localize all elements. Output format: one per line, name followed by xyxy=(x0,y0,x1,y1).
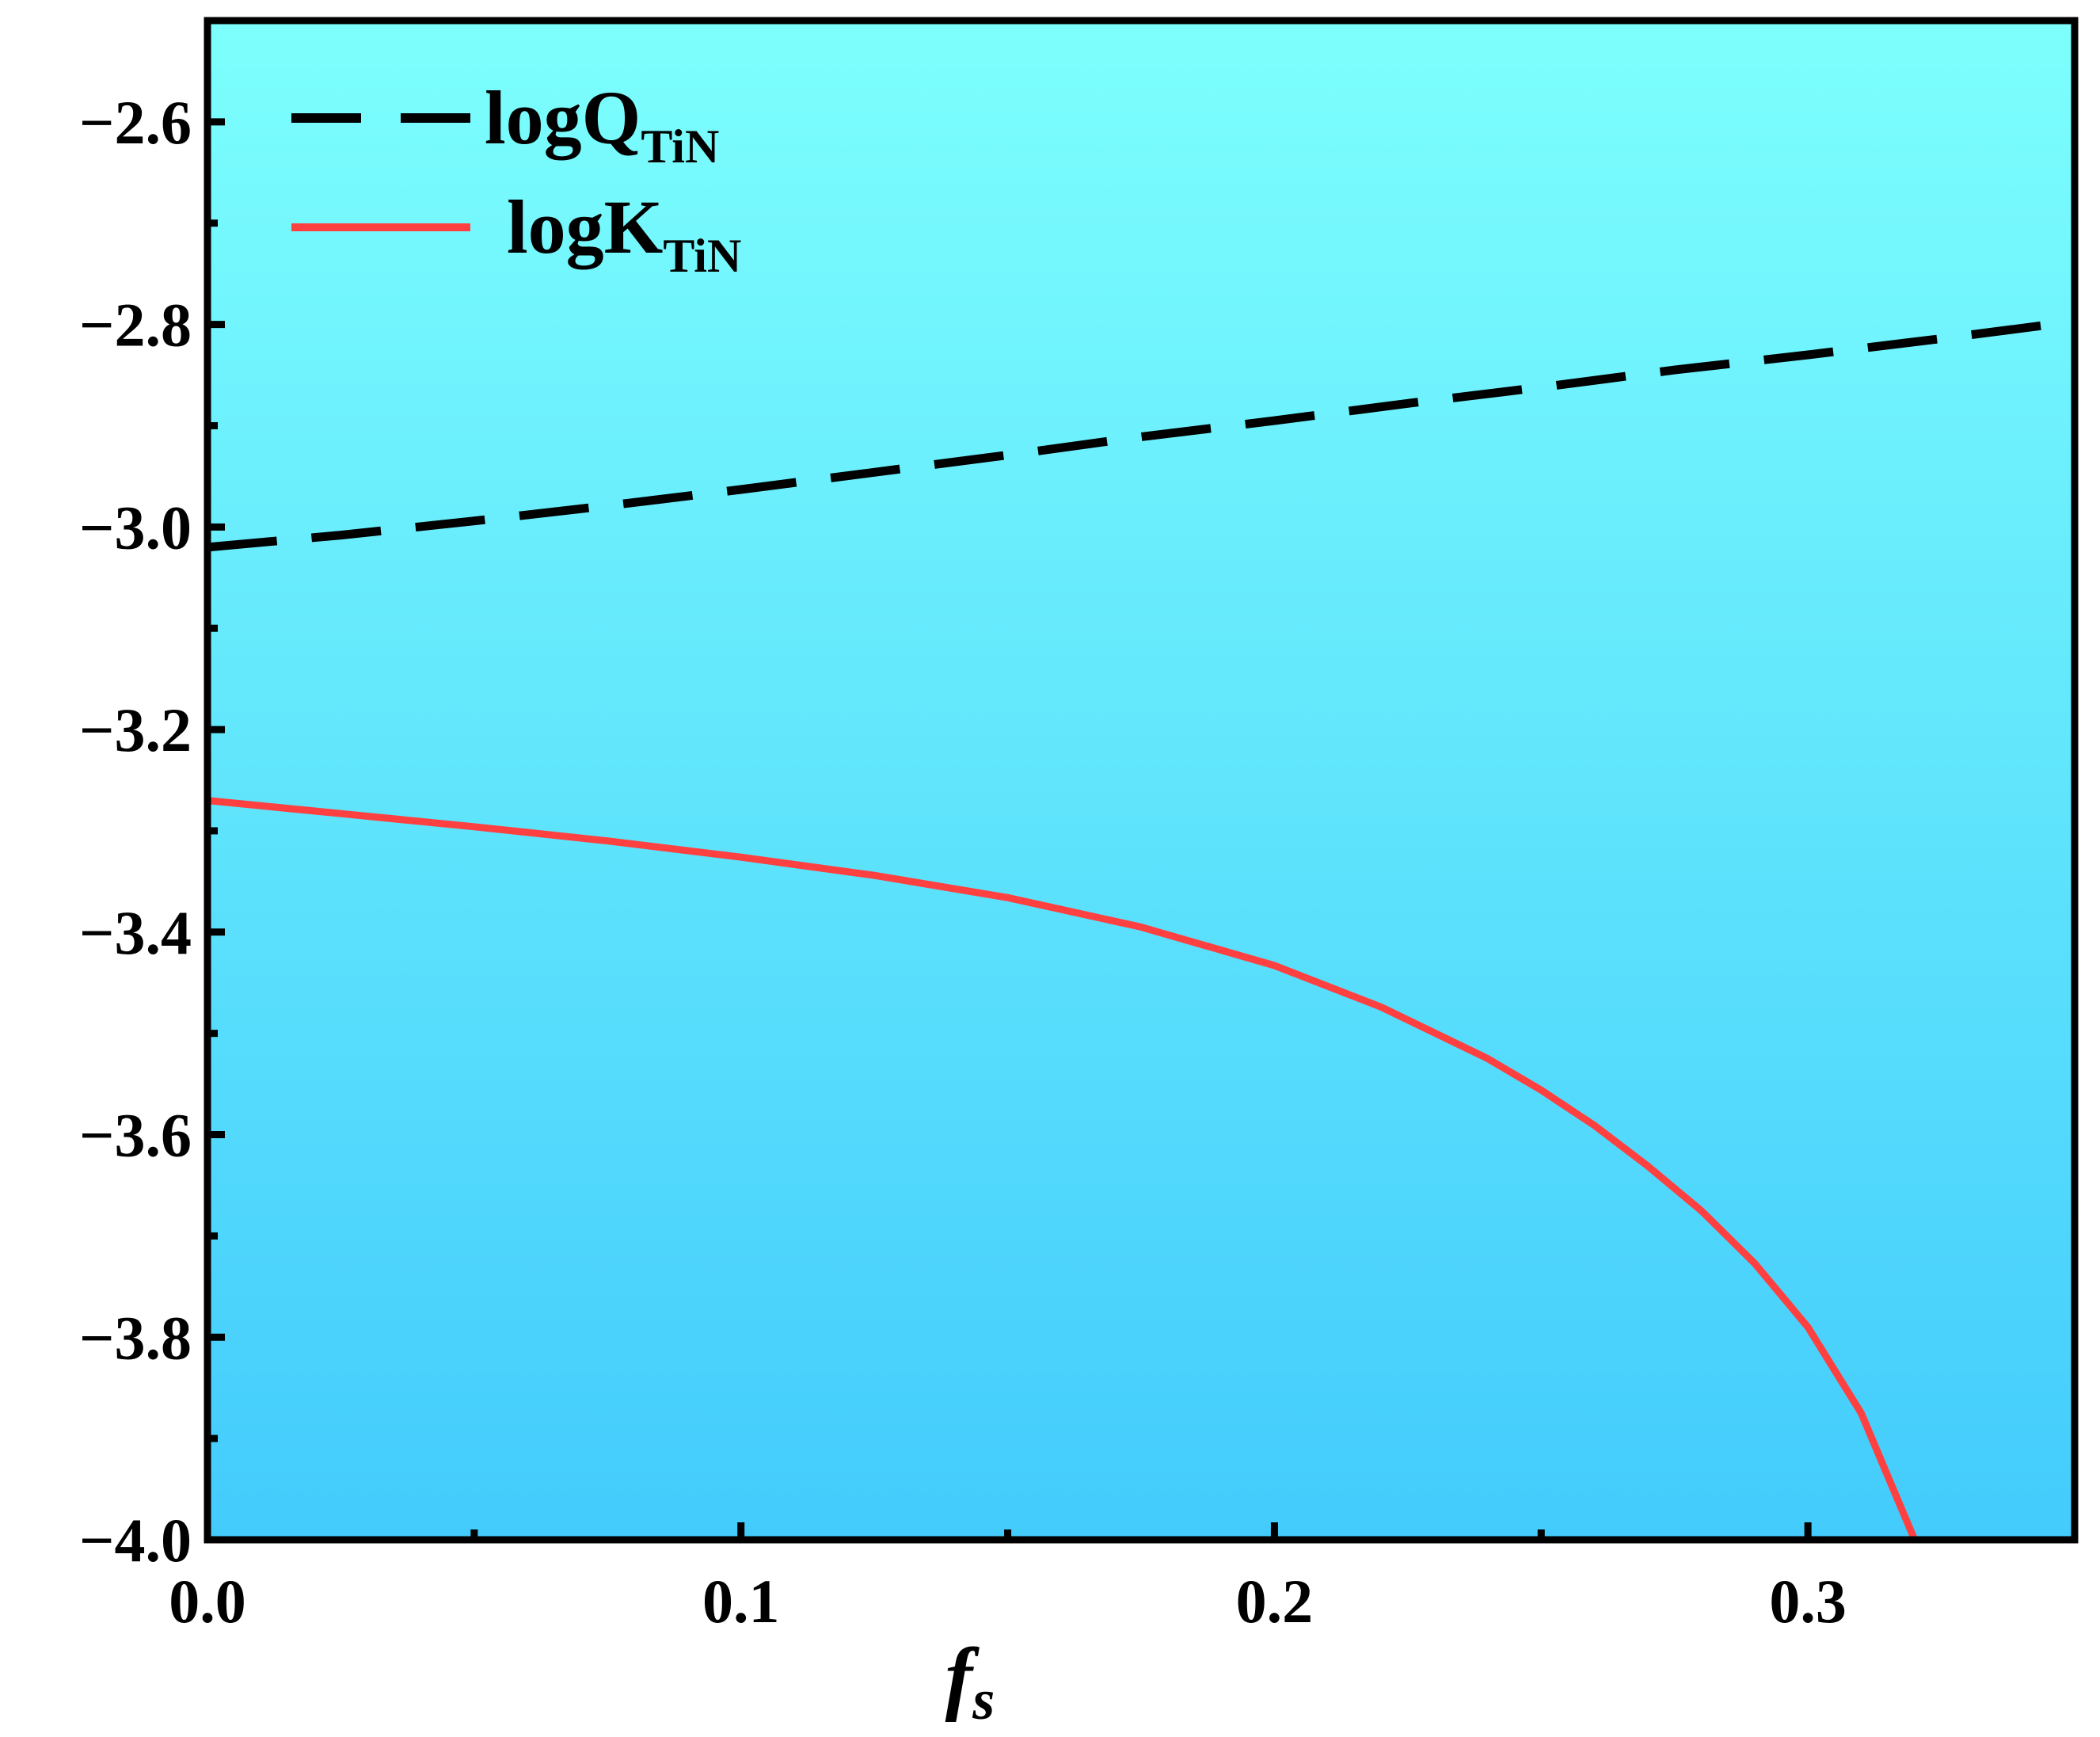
legend-label-main: logQ xyxy=(485,75,641,160)
legend-label-2: logKTiN xyxy=(507,185,741,282)
legend-label-sub: TiN xyxy=(663,230,741,282)
series-layer xyxy=(207,317,2075,1540)
x-axis: 0.0 0.1 0.2 0.3 xyxy=(169,1522,2079,1636)
x-axis-label-sub: s xyxy=(972,1668,995,1731)
series-line-2 xyxy=(207,797,1919,1540)
legend-label-main: logK xyxy=(507,185,663,269)
y-axis: −4.0 −3.8 −3.6 −3.4 −3.2 −3.0 −2.8 −2.6 xyxy=(79,88,225,1575)
x-tick-label: 0.2 xyxy=(1236,1567,1314,1636)
y-tick-label: −2.6 xyxy=(79,88,192,157)
y-tick-label: −4.0 xyxy=(79,1506,192,1575)
x-tick-label: 0.0 xyxy=(169,1567,246,1636)
y-tick-label: −3.8 xyxy=(79,1303,192,1372)
plot-background xyxy=(207,21,2075,1540)
y-tick-label: −3.2 xyxy=(79,695,192,764)
y-tick-label: −3.4 xyxy=(79,898,192,967)
legend-label-sub: TiN xyxy=(641,120,719,173)
y-tick-label: −3.6 xyxy=(79,1101,192,1170)
y-tick-label: −3.0 xyxy=(79,493,192,562)
x-axis-label: fs xyxy=(945,1632,995,1731)
legend-label-1: logQTiN xyxy=(485,75,719,173)
y-tick-label: −2.8 xyxy=(79,291,192,360)
plot-frame xyxy=(204,17,2079,1544)
x-tick-label: 0.1 xyxy=(702,1567,780,1636)
x-tick-label: 0.3 xyxy=(1769,1567,1847,1636)
